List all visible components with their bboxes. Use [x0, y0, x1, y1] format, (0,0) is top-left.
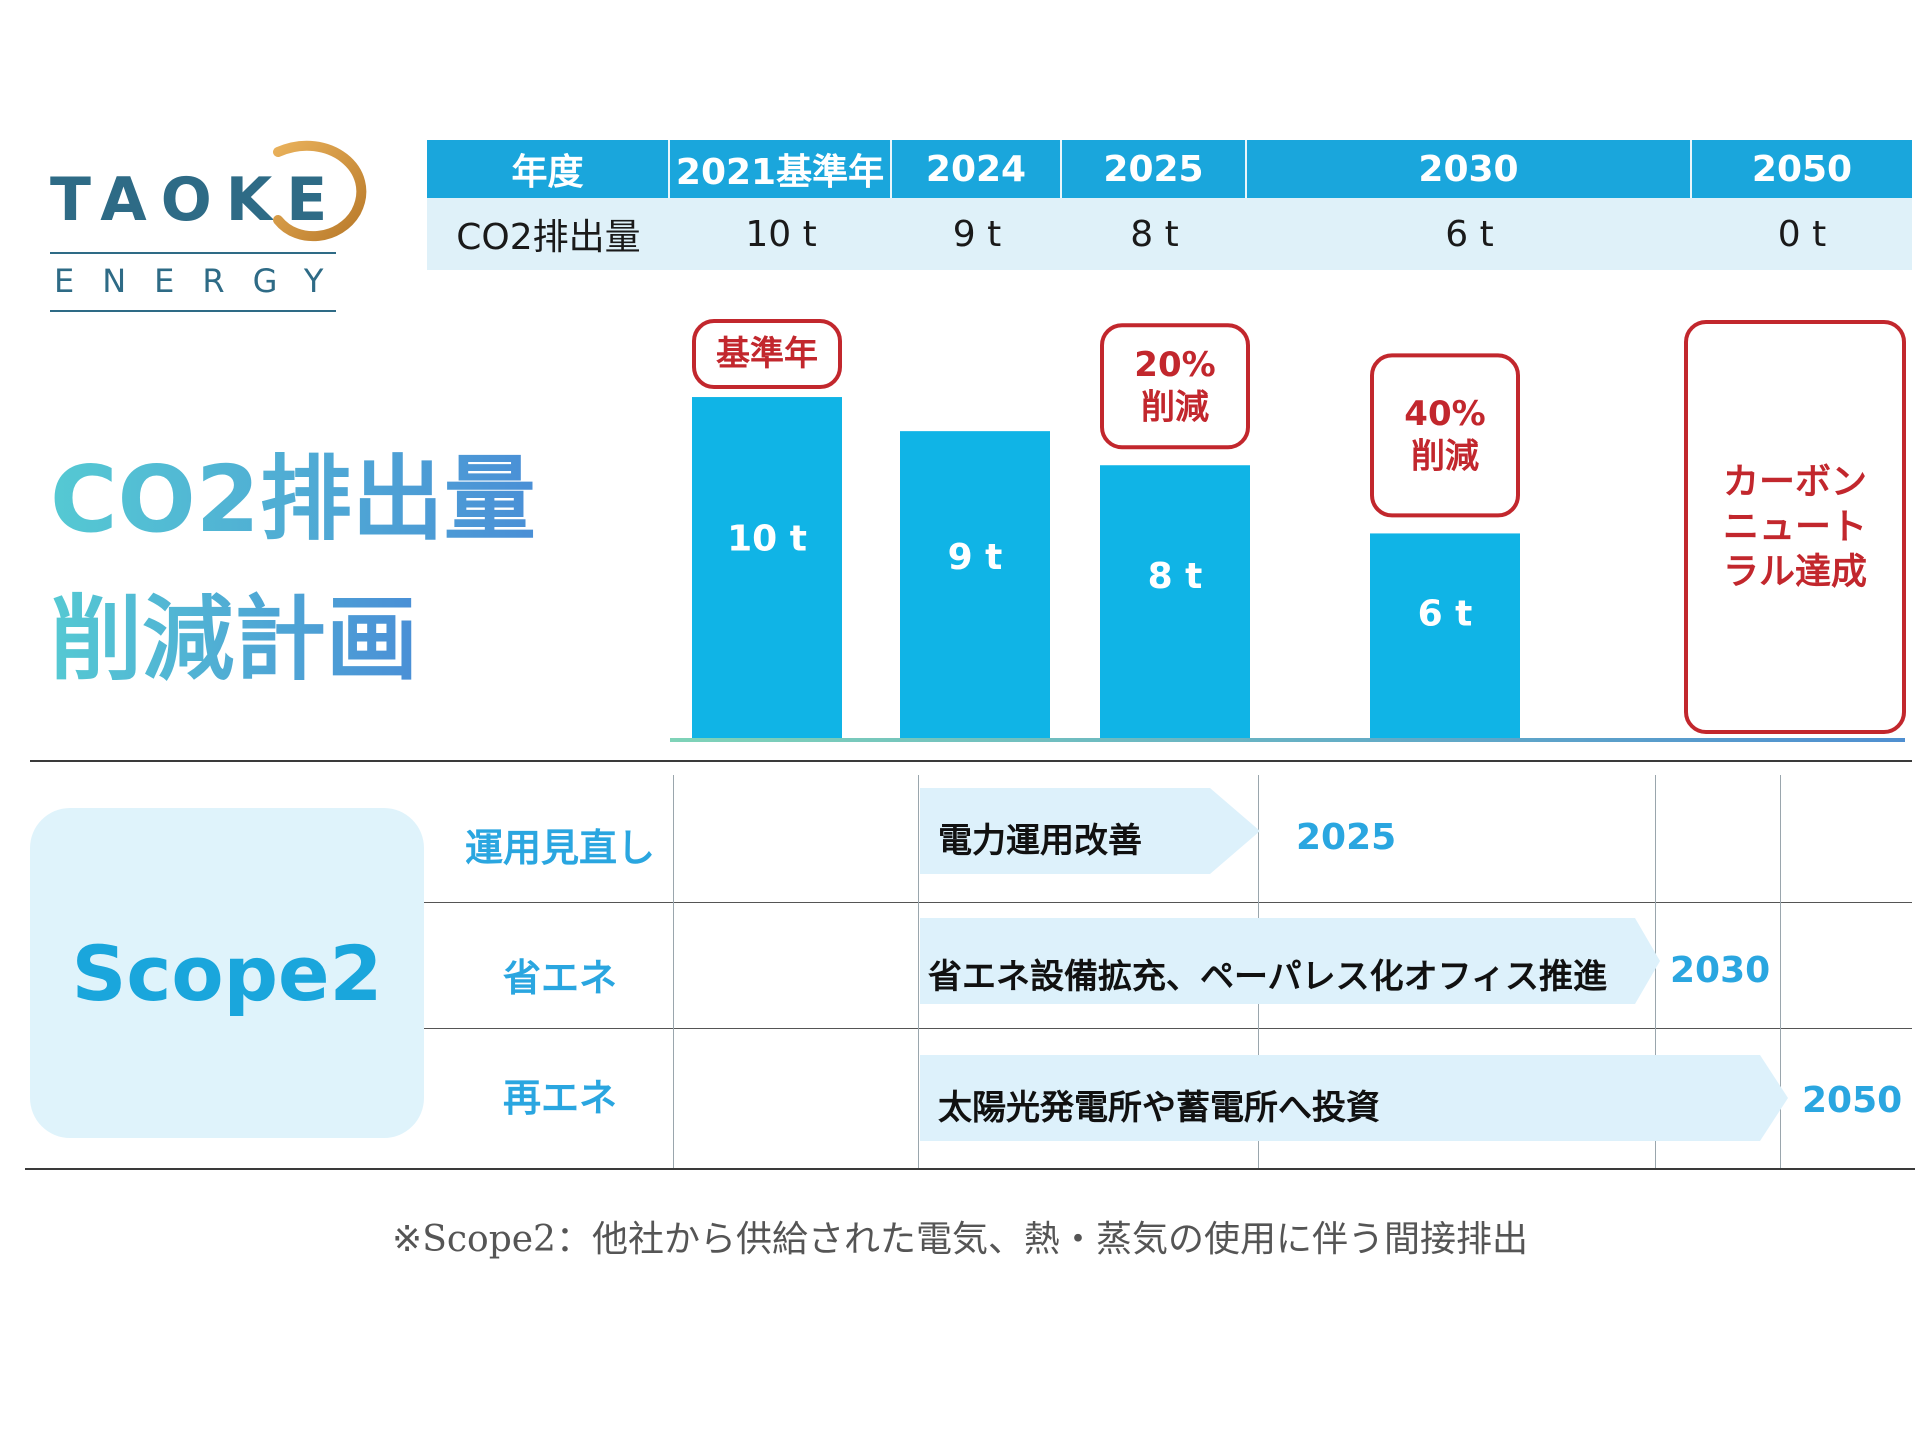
arrow-band-operations: [920, 788, 1260, 874]
row-divider: [424, 1028, 1912, 1029]
table-header-year: 2024: [892, 140, 1062, 198]
bar-value-label: 8 t: [1148, 556, 1203, 597]
title-line-1: CO2排出量: [50, 425, 536, 558]
table-value: 6 t: [1247, 198, 1692, 270]
callout-text: ラル達成: [1723, 552, 1867, 593]
grid-column-line: [918, 775, 919, 1168]
bar: [900, 431, 1050, 738]
callout-text: 20%: [1134, 345, 1215, 385]
arrow-band-renewable: [920, 1055, 1788, 1141]
callout-text: 40%: [1404, 394, 1485, 434]
action-operations: 電力運用改善: [938, 821, 1142, 861]
logo-subtitle: ENERGY: [54, 262, 352, 300]
table-row-label: CO2排出量: [427, 198, 670, 270]
callout-text: カーボン: [1723, 462, 1867, 503]
bar-value-label: 10 t: [727, 518, 807, 559]
action-renewable: 太陽光発電所や蓄電所へ投資: [938, 1088, 1380, 1128]
company-logo: TAOKE ENERGY: [50, 140, 367, 320]
bar-value-label: 6 t: [1418, 593, 1473, 634]
row-divider: [424, 902, 1912, 903]
grid-column-line: [673, 775, 674, 1168]
table-header-year: 2021基準年: [670, 140, 892, 198]
grid-column-line: [1780, 775, 1781, 1168]
arrow-band-energy-saving: [920, 918, 1660, 1004]
scope-title: Scope2: [71, 928, 383, 1018]
table-header-label: 年度: [427, 140, 670, 198]
table-value: 9 t: [892, 198, 1062, 270]
section-divider-top: [30, 760, 1912, 762]
callout-box: [1100, 323, 1250, 450]
table-header-year: 2050: [1692, 140, 1912, 198]
title-line-2: 削減計画: [50, 565, 418, 698]
bar-value-label: 9 t: [948, 537, 1003, 578]
row-label-operations: 運用見直し: [464, 826, 655, 870]
table-value: 8 t: [1062, 198, 1247, 270]
target-year-energy-saving: 2030: [1670, 950, 1771, 991]
callout-text: 削減: [1411, 437, 1479, 477]
callout-box: [1684, 320, 1906, 734]
table-header-year: 2025: [1062, 140, 1247, 198]
bar: [1100, 465, 1250, 738]
chart-baseline: [670, 738, 1905, 742]
callout-text: 削減: [1141, 388, 1209, 428]
callout-box: [1370, 353, 1520, 518]
bar: [692, 397, 842, 738]
section-divider-bottom: [25, 1168, 1915, 1170]
callout-box: [692, 319, 842, 390]
grid-column-line: [1655, 775, 1656, 1168]
table-header-year: 2030: [1247, 140, 1692, 198]
bar: [1370, 533, 1520, 738]
action-energy-saving: 省エネ設備拡充、ペーパレス化オフィス推進: [928, 957, 1607, 997]
footnote: ※Scope2：他社から供給された電気、熱・蒸気の使用に伴う間接排出: [392, 1219, 1528, 1260]
logo-swoosh-icon: [273, 140, 367, 242]
scope-box: Scope2: [30, 808, 424, 1138]
row-label-renewable: 再エネ: [502, 1076, 617, 1120]
target-year-renewable: 2050: [1802, 1080, 1903, 1121]
logo-rule-top: [50, 252, 336, 254]
callout-text: ニュート: [1723, 507, 1867, 548]
row-label-energy-saving: 省エネ: [502, 956, 617, 1000]
emissions-table: 年度 2021基準年 2024 2025 2030 2050 CO2排出量 10…: [427, 140, 1912, 270]
target-year-operations: 2025: [1296, 817, 1397, 858]
table-value: 10 t: [670, 198, 892, 270]
table-value: 0 t: [1692, 198, 1912, 270]
logo-rule-bottom: [50, 310, 336, 312]
callout-text: 基準年: [716, 334, 818, 374]
